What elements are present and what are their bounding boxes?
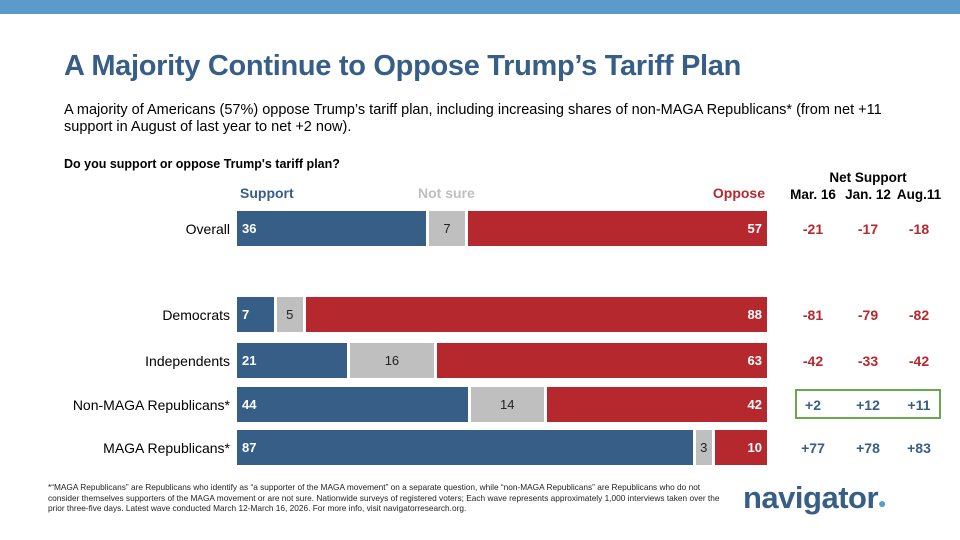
bar-oppose: 63 — [436, 343, 767, 378]
net-support-value: -18 — [908, 220, 930, 237]
bar-oppose: 88 — [305, 297, 767, 332]
stacked-bar: 87 3 10 — [237, 430, 767, 465]
logo-dot: ● — [878, 495, 886, 511]
stacked-bar: 36 7 57 — [237, 211, 767, 246]
bar-not-sure: 16 — [350, 343, 434, 378]
net-support-value: +12 — [856, 396, 880, 413]
bar-oppose: 57 — [468, 211, 767, 246]
net-support-value: +11 — [907, 396, 931, 413]
legend-oppose: Oppose — [712, 185, 765, 201]
net-support-value: +77 — [801, 439, 825, 456]
highlight-box — [795, 389, 941, 419]
net-support-value: +2 — [805, 396, 821, 413]
bar-oppose: 10 — [714, 430, 767, 465]
stacked-bar: 7 5 88 — [237, 297, 767, 332]
navigator-logo: navigator● — [743, 480, 886, 515]
page-title: A Majority Continue to Oppose Trump’s Ta… — [64, 50, 742, 82]
chart-row: Overall 36 7 57 -21 -17 -18 — [0, 211, 960, 246]
chart-row: Independents 21 16 63 -42 -33 -42 — [0, 343, 960, 378]
bar-support: 87 — [237, 430, 693, 465]
net-support-value: +83 — [907, 439, 931, 456]
bar-support: 7 — [237, 297, 274, 332]
stacked-bar: 44 14 42 — [237, 387, 767, 422]
footnote: *“MAGA Republicans” are Republicans who … — [48, 482, 720, 513]
question: Do you support or oppose Trump's tariff … — [64, 157, 340, 171]
bar-support: 36 — [237, 211, 426, 246]
net-col-header: Mar. 16 — [790, 187, 836, 202]
bar-not-sure: 3 — [695, 430, 712, 465]
net-col-header: Aug.11 — [896, 187, 942, 202]
chart-row: Non-MAGA Republicans* 44 14 42 +2 +12 +11 — [0, 387, 960, 422]
chart-row: Democrats 7 5 88 -81 -79 -82 — [0, 297, 960, 332]
bar-oppose: 42 — [546, 387, 767, 422]
category-label: Non-MAGA Republicans* — [72, 396, 230, 413]
net-support-value: -42 — [802, 352, 824, 369]
net-col-header: Jan. 12 — [845, 187, 891, 202]
net-support-value: -33 — [857, 352, 879, 369]
legend-support: Support — [240, 185, 294, 201]
net-support-value: -82 — [908, 306, 930, 323]
legend-not-sure: Not sure — [418, 185, 475, 201]
category-label: Democrats — [162, 306, 230, 323]
category-label: Independents — [145, 352, 230, 369]
net-support-value: -17 — [857, 220, 879, 237]
bar-not-sure: 14 — [470, 387, 544, 422]
net-support-value: +78 — [856, 439, 880, 456]
category-label: MAGA Republicans* — [103, 439, 230, 456]
net-support-value: -81 — [802, 306, 824, 323]
stacked-bar: 21 16 63 — [237, 343, 767, 378]
bar-support: 21 — [237, 343, 348, 378]
bar-not-sure: 5 — [276, 297, 303, 332]
net-support-value: -42 — [908, 352, 930, 369]
bar-support: 44 — [237, 387, 468, 422]
top-band — [0, 0, 960, 14]
net-support-value: -79 — [857, 306, 879, 323]
category-label: Overall — [185, 220, 230, 237]
subtitle: A majority of Americans (57%) oppose Tru… — [64, 102, 882, 135]
chart-row: MAGA Republicans* 87 3 10 +77 +78 +83 — [0, 430, 960, 465]
bar-not-sure: 7 — [428, 211, 466, 246]
net-support-title: Net Support — [829, 170, 907, 185]
net-support-value: -21 — [802, 220, 824, 237]
